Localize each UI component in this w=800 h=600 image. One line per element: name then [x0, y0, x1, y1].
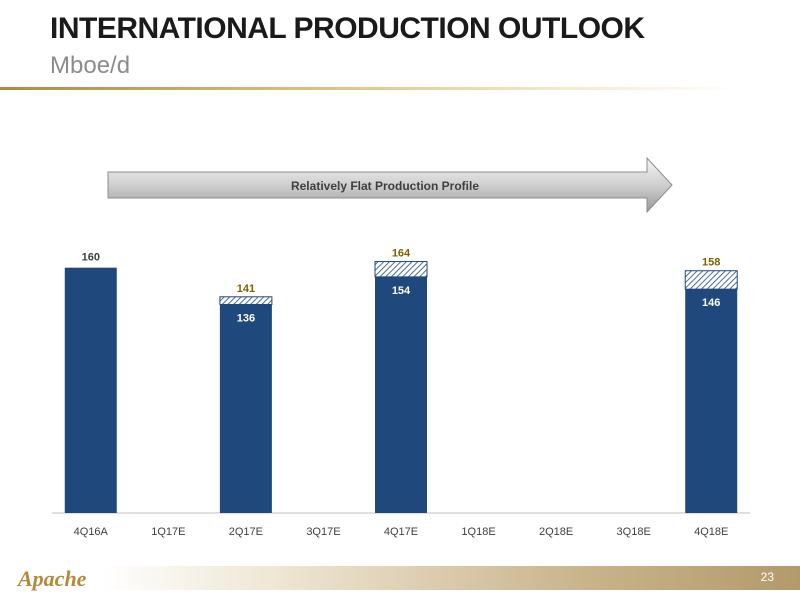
bar-increment: [374, 261, 428, 278]
total-data-label: 158: [702, 257, 720, 269]
x-tick-label: 1Q17E: [151, 526, 185, 538]
label-layer: 160 141 136 164 154 158 146: [82, 248, 721, 325]
bar-increment: [219, 296, 273, 305]
page-title: INTERNATIONAL PRODUCTION OUTLOOK: [50, 12, 645, 45]
banner-arrow: Relatively Flat Production Profile: [107, 156, 673, 214]
bar-base: [219, 304, 272, 513]
page-subtitle: Mboe/d: [50, 52, 131, 79]
base-data-label: 136: [237, 312, 255, 324]
bar-layer: [64, 261, 738, 513]
banner-arrow-label: Relatively Flat Production Profile: [291, 179, 479, 193]
x-tick-label: 2Q17E: [229, 526, 263, 538]
x-tick-label: 4Q16A: [74, 526, 109, 538]
apache-logo: Apache: [18, 566, 87, 591]
total-data-label: 141: [237, 283, 255, 295]
x-tick-label: 2Q18E: [539, 526, 573, 538]
x-tick-label: 3Q17E: [306, 526, 340, 538]
total-data-label: 160: [82, 252, 100, 264]
x-tick-label: 4Q17E: [384, 526, 418, 538]
banner-arrow-shape: [107, 156, 673, 214]
bar-base: [375, 276, 427, 513]
title-divider: [0, 87, 740, 90]
x-tick-label: 4Q18E: [694, 526, 728, 538]
x-tick-label: 3Q18E: [617, 526, 651, 538]
bar-base: [64, 267, 117, 513]
total-data-label: 164: [392, 248, 411, 260]
page-number: 23: [760, 570, 774, 584]
base-data-label: 146: [702, 297, 720, 309]
footer-bar: [100, 566, 800, 590]
base-data-label: 154: [392, 285, 411, 297]
x-tick-label: 1Q18E: [461, 526, 495, 538]
bar-increment: [684, 270, 738, 290]
tick-layer: 4Q16A 1Q17E 2Q17E 3Q17E 4Q17E 1Q18E 2Q18E 3Q18E…: [74, 526, 729, 538]
bar-base: [685, 289, 738, 513]
